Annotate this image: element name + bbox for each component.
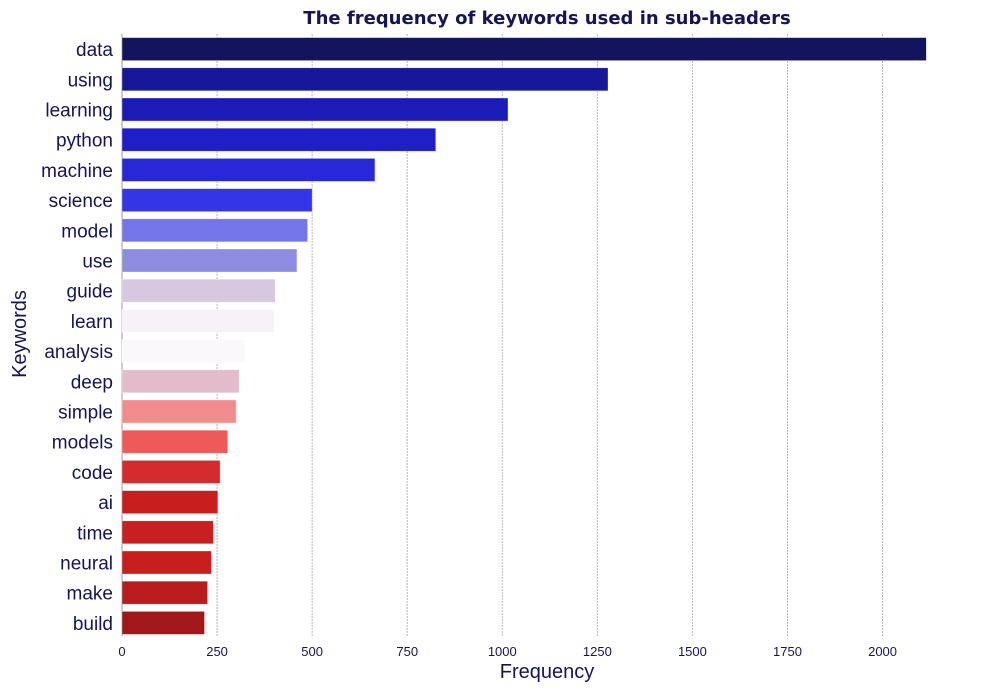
- chart-title: The frequency of keywords used in sub-he…: [303, 8, 790, 29]
- bar-neural: [121, 550, 212, 575]
- category-labels: data using learning python machine science mod…: [41, 40, 113, 635]
- bar-learn: [121, 309, 275, 333]
- category-label: using: [68, 70, 113, 91]
- x-tick-label: 1000: [488, 644, 517, 659]
- category-label: analysis: [44, 342, 113, 363]
- x-tick-label: 750: [396, 644, 418, 659]
- x-tick-label: 0: [118, 644, 125, 659]
- category-label: make: [67, 584, 113, 605]
- category-label: learning: [45, 101, 113, 122]
- bar-analysis: [121, 339, 245, 363]
- bar-ai: [121, 490, 219, 514]
- category-label: simple: [58, 403, 113, 424]
- x-tick-label: 500: [301, 644, 323, 659]
- category-label: learn: [71, 312, 113, 333]
- category-label: machine: [41, 161, 113, 182]
- category-label: code: [72, 463, 113, 484]
- x-tick-label: 2000: [868, 644, 897, 659]
- x-tick-label: 1750: [773, 644, 802, 659]
- x-tick-label: 1500: [678, 644, 707, 659]
- bar-python: [121, 127, 437, 152]
- category-label: neural: [60, 554, 113, 575]
- category-label: models: [52, 433, 113, 454]
- category-label: data: [76, 40, 113, 61]
- bar-models: [121, 429, 229, 454]
- bar-learning: [121, 97, 509, 122]
- bar-science: [121, 188, 313, 212]
- y-axis-label: Keywords: [9, 290, 31, 378]
- bar-machine: [121, 158, 376, 182]
- bars: [121, 37, 927, 635]
- bar-model: [121, 218, 308, 243]
- bar-make: [121, 580, 208, 605]
- bar-deep: [121, 369, 240, 394]
- category-label: time: [77, 523, 113, 544]
- category-label: python: [56, 131, 113, 152]
- bar-code: [121, 460, 221, 484]
- bar-using: [121, 67, 609, 92]
- bar-guide: [121, 278, 276, 303]
- bar-time: [121, 520, 214, 545]
- x-tick-labels: 0 250 500 750 1000 1250 1500 1750 2000: [118, 644, 897, 659]
- bar-data: [121, 37, 927, 61]
- x-tick-label: 250: [206, 644, 228, 659]
- bar-use: [121, 248, 298, 273]
- x-axis-label: Frequency: [500, 661, 595, 683]
- category-label: ai: [98, 493, 113, 514]
- x-tick-label: 1250: [583, 644, 612, 659]
- category-label: guide: [67, 282, 114, 303]
- category-label: deep: [71, 372, 113, 393]
- category-label: science: [49, 191, 113, 212]
- grid-lines: [121, 34, 884, 636]
- category-label: build: [73, 614, 113, 635]
- bar-simple: [121, 399, 237, 424]
- category-label: use: [82, 252, 113, 273]
- bar-build: [121, 611, 205, 635]
- category-label: model: [61, 221, 113, 242]
